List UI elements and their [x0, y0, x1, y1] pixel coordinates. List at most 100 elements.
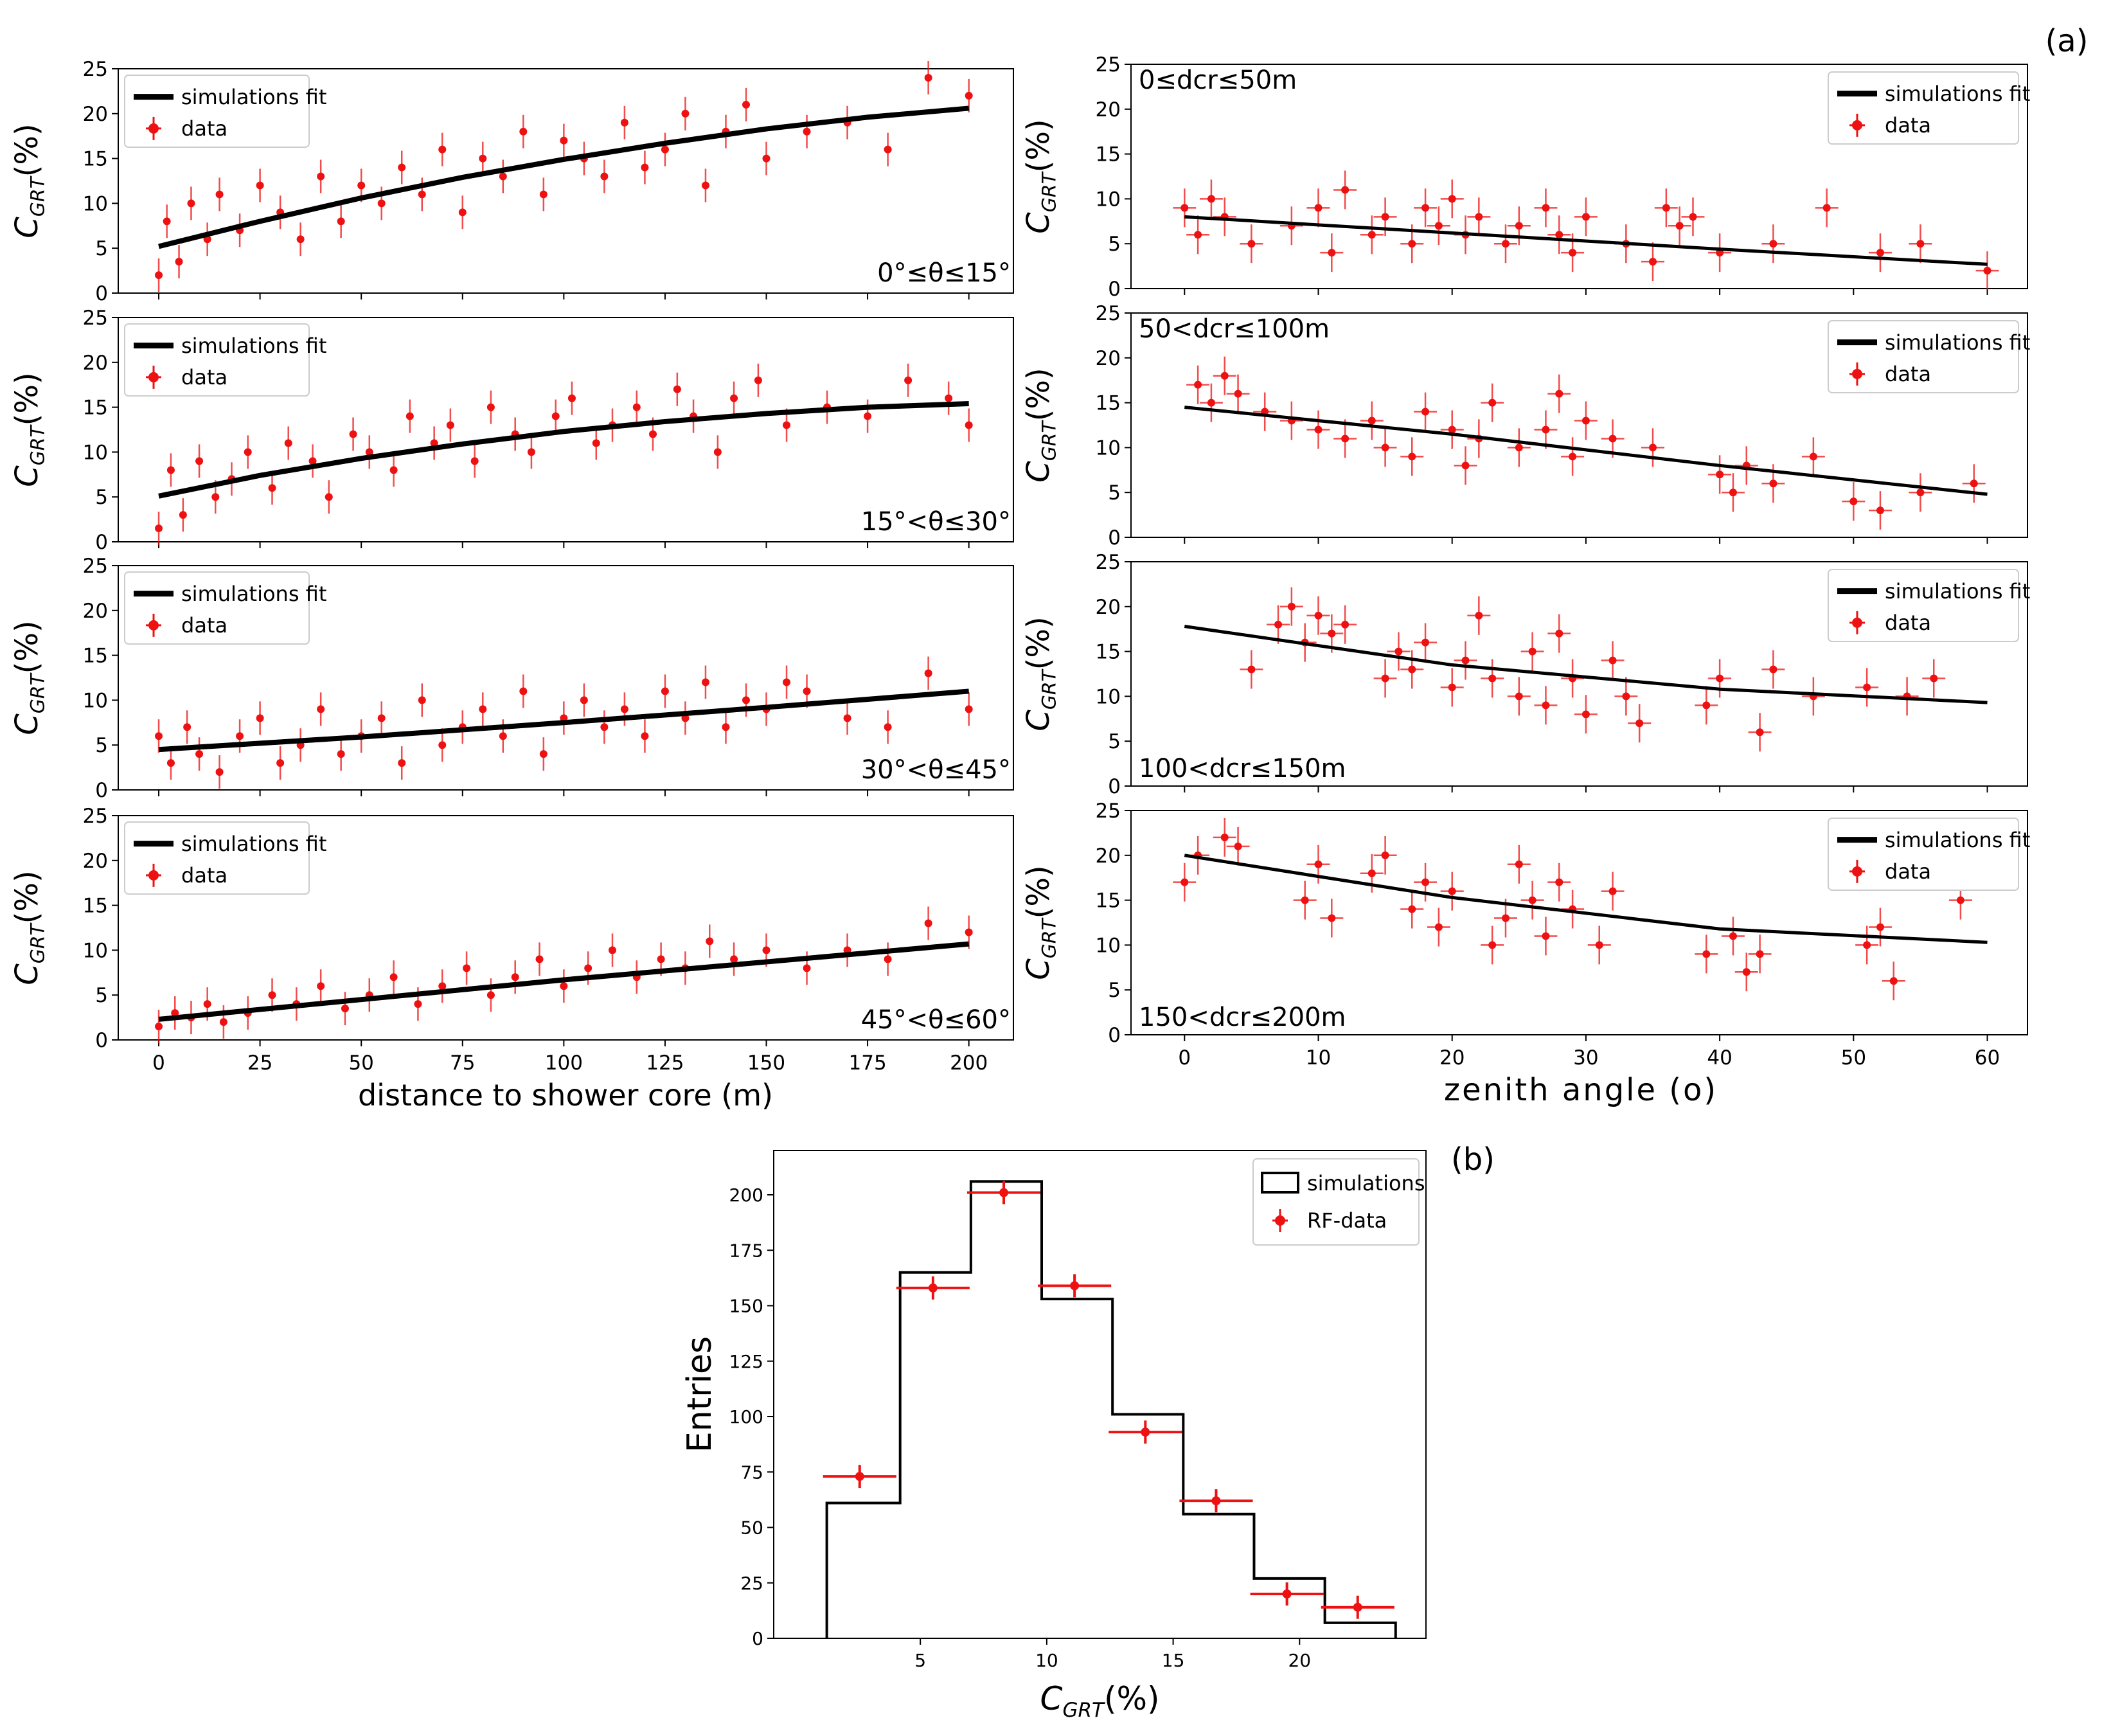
data-point — [317, 705, 325, 713]
data-point — [762, 154, 770, 163]
data-point — [479, 705, 487, 713]
y-tick-label: 5 — [1108, 730, 1121, 753]
x-tick-label: 15 — [1162, 1650, 1185, 1671]
data-point — [1247, 240, 1256, 248]
data-point — [1328, 914, 1336, 922]
y-tick-label: 15 — [83, 148, 108, 171]
y-tick-label: 5 — [95, 237, 108, 260]
legend-data-label: data — [181, 365, 227, 389]
data-point — [470, 457, 479, 465]
data-point — [681, 109, 690, 118]
data-point — [1970, 479, 1978, 488]
legend-box — [124, 821, 310, 895]
legend-rf-label: RF-data — [1307, 1208, 1387, 1233]
legend-box — [1252, 1158, 1420, 1246]
data-point — [183, 723, 191, 731]
data-point — [1341, 434, 1349, 443]
data-point — [1234, 842, 1242, 850]
data-point — [843, 714, 851, 722]
data-point — [215, 190, 224, 199]
data-point — [1461, 656, 1470, 665]
data-point — [945, 394, 953, 402]
data-point — [317, 982, 325, 990]
plot-frame — [118, 815, 1014, 1041]
data-point — [1528, 647, 1536, 656]
y-tick-label: 200 — [729, 1185, 763, 1206]
data-point — [1569, 452, 1577, 461]
y-tick-label: 50 — [740, 1517, 763, 1539]
data-point — [187, 199, 195, 208]
y-tick-label: 15 — [1096, 143, 1121, 166]
data-point — [1822, 204, 1831, 212]
data-point — [722, 723, 730, 731]
data-point — [418, 190, 426, 199]
data-point — [1314, 204, 1323, 212]
plot-frame — [1130, 810, 2028, 1035]
data-point — [244, 448, 252, 456]
y-tick-label: 15 — [83, 397, 108, 420]
y-tick-label: 175 — [729, 1240, 763, 1261]
data-point — [632, 403, 641, 411]
data-point — [357, 181, 366, 190]
data-point — [1367, 231, 1376, 239]
y-tick-label: 25 — [1096, 53, 1121, 76]
data-point — [1863, 941, 1871, 949]
data-point — [1702, 701, 1711, 710]
data-point — [211, 493, 220, 501]
legend-box — [124, 571, 310, 645]
data-point — [296, 235, 305, 244]
data-point — [584, 964, 592, 972]
data-point — [924, 73, 932, 82]
data-point — [325, 493, 333, 501]
data-point — [701, 181, 709, 190]
fit-line — [1184, 406, 1988, 496]
data-point — [539, 190, 548, 199]
chart-right-2: 0 5 10 15 20 25 CGRT(%) simulations fit data 50<d… — [1020, 302, 2030, 550]
data-point — [1194, 231, 1202, 239]
data-point — [398, 163, 406, 172]
data-point — [1341, 620, 1349, 629]
data-point — [1956, 896, 1964, 904]
data-point — [155, 1023, 163, 1031]
data-point — [1328, 629, 1336, 638]
data-point — [620, 705, 628, 713]
plot-frame — [1130, 64, 2028, 289]
data-point — [713, 448, 722, 456]
data-point — [171, 1009, 179, 1017]
y-tick-label: 125 — [729, 1351, 763, 1372]
data-point — [349, 430, 357, 438]
data-point — [195, 457, 204, 465]
legend-box — [1828, 818, 2019, 891]
legend-box — [124, 323, 310, 397]
legend-data-marker — [1852, 866, 1862, 877]
panel-range-label: 100<dcr≤150m — [1139, 754, 1346, 783]
data-point — [1916, 240, 1925, 248]
x-axis-label: CGRT(%) — [1040, 1680, 1160, 1722]
y-axis-label: CGRT(%) — [1020, 865, 1061, 980]
panel-range-label: 15°<θ≤30° — [861, 507, 1011, 537]
data-point — [730, 955, 738, 963]
data-point — [1649, 443, 1657, 452]
data-point — [519, 127, 528, 136]
y-axis-label: Entries — [681, 1336, 719, 1453]
y-tick-label: 10 — [1096, 436, 1121, 460]
legend-data-label: data — [1885, 611, 1931, 635]
x-tick-label: 30 — [1573, 1046, 1598, 1069]
data-point — [1595, 941, 1603, 949]
fit-line — [158, 688, 969, 753]
plot-frame — [1130, 312, 2028, 538]
data-point — [438, 741, 447, 749]
y-tick-label: 10 — [83, 192, 108, 215]
x-tick-label: 100 — [545, 1051, 583, 1075]
data-point — [649, 430, 657, 438]
data-point — [783, 421, 791, 429]
y-tick-label: 25 — [83, 805, 108, 828]
data-point — [1381, 851, 1389, 859]
data-point — [1756, 950, 1764, 958]
data-point — [701, 678, 709, 686]
chart-histogram: 0 25 50 75 100 125 150 175 200 5 10 15 20 simulations… — [681, 1150, 1427, 1722]
data-point — [308, 457, 317, 465]
data-point — [1475, 611, 1483, 620]
legend-fit-label: simulations fit — [181, 832, 326, 856]
x-tick-label: 0 — [152, 1051, 165, 1075]
